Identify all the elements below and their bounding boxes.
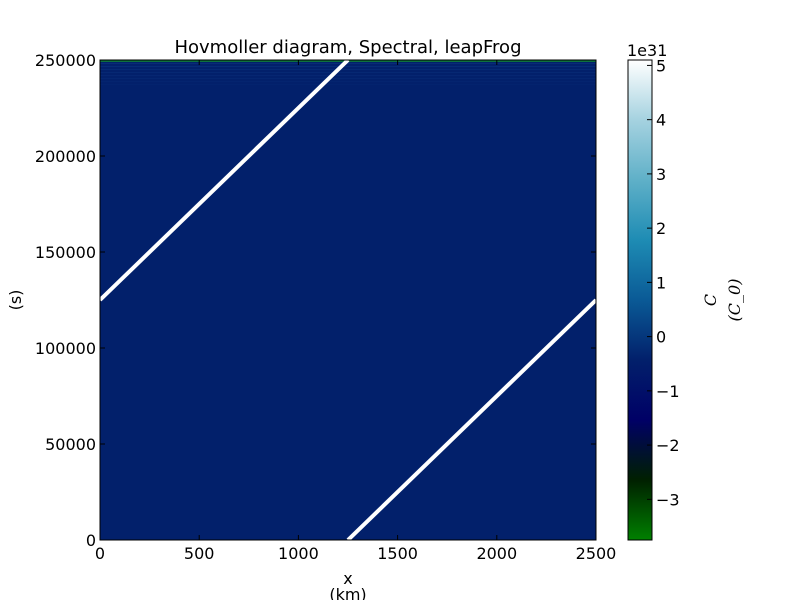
colorbar-gradient [627,59,653,541]
x-axis: 0 500 1000 1500 2000 2500 [95,60,616,563]
x-tick-label: 2500 [576,544,617,563]
edge-band-stripe [100,75,596,76]
plot-area [99,59,597,541]
colorbar-tick-label: 0 [656,328,666,347]
plot-frame [99,59,597,541]
colorbar-tick-label: −1 [656,382,680,401]
ridge-line [100,60,350,302]
colorbar-tick-label: 1 [656,273,666,292]
y-tick-label: 200000 [35,147,96,166]
y-tick-label: 250000 [35,51,96,70]
y-tick-label: 150000 [35,243,96,262]
y-axis: 0 50000 100000 150000 200000 250000 [35,51,596,550]
x-tick-label: 0 [95,544,105,563]
x-axis-unit: (km) [329,585,366,600]
ridge-lines [100,60,596,540]
edge-band-stripe [100,69,596,70]
colorbar-tick-label: 3 [656,165,666,184]
colorbar-tick-label: 2 [656,219,666,238]
colorbar-offset-text: 1e31 [627,41,667,60]
y-tick-label: 0 [86,531,96,550]
edge-band-stripe [100,78,596,79]
y-tick-label: 50000 [45,435,96,454]
x-tick-label: 500 [184,544,215,563]
colorbar-tick-label: 5 [656,56,666,75]
x-tick-label: 2000 [476,544,517,563]
colorbar-tick-label: −2 [656,436,680,455]
edge-band-stripe [100,63,596,64]
ridge-line [346,298,596,540]
top-edge-bands [100,60,596,85]
colorbar-label-unit: (C_0) [725,279,744,322]
colorbar-tick-label: −3 [656,490,680,509]
colorbar: −3 −2 −1 0 1 2 3 4 5 [627,56,680,541]
edge-band-stripe [100,84,596,85]
x-axis-label: x [343,569,352,588]
edge-band-stripe [100,81,596,82]
x-tick-label: 1500 [377,544,418,563]
chart-title: Hovmoller diagram, Spectral, leapFrog [174,37,521,58]
x-tick-label: 1000 [278,544,319,563]
heatmap-field [100,60,596,540]
colorbar-label: C [701,294,720,306]
y-tick-label: 100000 [35,339,96,358]
edge-band-stripe [100,66,596,67]
colorbar-tick-label: 4 [656,111,666,130]
y-axis-label: (s) [6,290,25,311]
edge-band-stripe [100,72,596,73]
